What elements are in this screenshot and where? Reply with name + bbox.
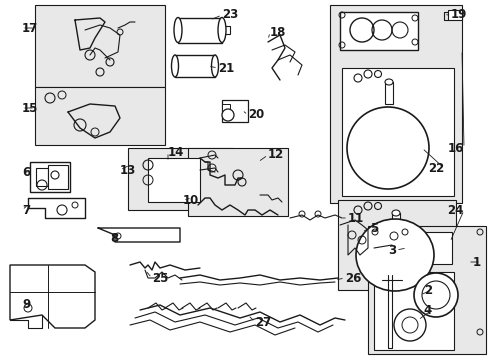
- Text: 4: 4: [423, 303, 431, 316]
- Text: 8: 8: [110, 231, 118, 244]
- Ellipse shape: [355, 219, 433, 291]
- Ellipse shape: [391, 210, 399, 216]
- Text: 17: 17: [22, 22, 38, 35]
- Text: 13: 13: [120, 163, 136, 176]
- Text: 23: 23: [222, 9, 238, 22]
- Text: 25: 25: [152, 271, 168, 284]
- Circle shape: [222, 109, 234, 121]
- Bar: [341, 68, 453, 196]
- Circle shape: [413, 273, 457, 317]
- Text: 11: 11: [347, 211, 364, 225]
- Text: 2: 2: [423, 284, 431, 297]
- Bar: [329, 5, 461, 203]
- Bar: [384, 82, 392, 104]
- Text: 10: 10: [183, 194, 199, 207]
- Bar: [391, 213, 399, 231]
- Text: 19: 19: [450, 8, 466, 21]
- Bar: [447, 10, 461, 20]
- Bar: [175, 55, 215, 77]
- Circle shape: [393, 309, 425, 341]
- Ellipse shape: [218, 18, 225, 42]
- Text: 27: 27: [254, 315, 271, 328]
- Bar: [35, 87, 164, 145]
- Text: 3: 3: [387, 243, 395, 256]
- Text: 1: 1: [472, 256, 480, 269]
- Text: 15: 15: [22, 102, 38, 114]
- Text: 22: 22: [427, 162, 443, 175]
- Bar: [222, 100, 247, 122]
- Text: 24: 24: [447, 203, 463, 216]
- Ellipse shape: [384, 79, 392, 85]
- Text: 20: 20: [247, 108, 264, 122]
- Text: 5: 5: [369, 221, 378, 234]
- Bar: [48, 165, 68, 189]
- Text: 21: 21: [218, 62, 234, 75]
- Text: 6: 6: [22, 166, 30, 179]
- Text: 18: 18: [269, 26, 286, 39]
- Bar: [391, 232, 451, 264]
- Circle shape: [421, 281, 449, 309]
- Bar: [367, 226, 485, 354]
- Ellipse shape: [171, 55, 178, 77]
- Text: 16: 16: [447, 141, 463, 154]
- Bar: [148, 158, 200, 202]
- Bar: [222, 26, 229, 34]
- Bar: [178, 18, 222, 43]
- Bar: [128, 148, 232, 210]
- Text: 9: 9: [22, 298, 30, 311]
- Ellipse shape: [346, 107, 428, 189]
- Ellipse shape: [211, 55, 218, 77]
- Bar: [339, 12, 417, 50]
- Text: 26: 26: [345, 271, 361, 284]
- Ellipse shape: [174, 18, 182, 42]
- Bar: [35, 5, 164, 87]
- Polygon shape: [10, 265, 95, 328]
- Text: 14: 14: [168, 145, 184, 158]
- Bar: [373, 272, 453, 350]
- Bar: [222, 104, 229, 118]
- Circle shape: [401, 317, 417, 333]
- Text: 7: 7: [22, 203, 30, 216]
- Text: 12: 12: [267, 148, 284, 162]
- Bar: [187, 148, 287, 216]
- Bar: [337, 200, 455, 290]
- Bar: [36, 168, 48, 186]
- Bar: [30, 162, 70, 192]
